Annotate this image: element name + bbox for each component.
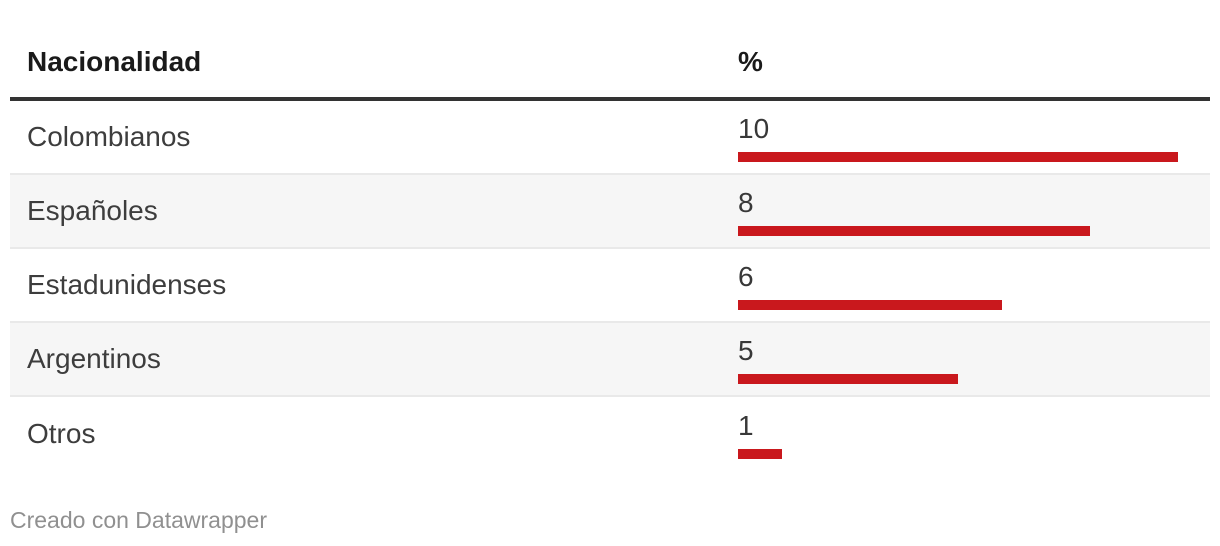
row-value-cell: 10 bbox=[738, 101, 1210, 173]
table-row: Argentinos 5 bbox=[10, 323, 1210, 397]
row-value: 10 bbox=[738, 112, 770, 144]
row-label: Españoles bbox=[27, 195, 158, 226]
row-value-cell: 1 bbox=[738, 397, 1210, 471]
table-row: Colombianos 10 bbox=[10, 101, 1210, 175]
value-bar bbox=[738, 299, 1002, 310]
value-bar bbox=[738, 151, 1178, 162]
table-header-row: Nacionalidad % bbox=[10, 0, 1210, 101]
row-label: Otros bbox=[27, 418, 96, 449]
row-label: Colombianos bbox=[27, 121, 191, 152]
column-header-percent: % bbox=[738, 46, 763, 77]
table-row: Españoles 8 bbox=[10, 175, 1210, 249]
value-bar bbox=[738, 448, 782, 459]
value-bar bbox=[738, 373, 958, 384]
row-value-cell: 5 bbox=[738, 323, 1210, 395]
row-value-cell: 8 bbox=[738, 175, 1210, 247]
row-value: 5 bbox=[738, 334, 754, 366]
value-bar bbox=[738, 225, 1090, 236]
datawrapper-bar-table: Nacionalidad % Colombianos 10 Españoles 8 Es… bbox=[10, 0, 1210, 533]
table-body: Colombianos 10 Españoles 8 Estadunidenses 6 Ar… bbox=[10, 101, 1210, 471]
row-label: Estadunidenses bbox=[27, 269, 227, 300]
table-row: Otros 1 bbox=[10, 397, 1210, 471]
row-value: 1 bbox=[738, 409, 754, 441]
row-value-cell: 6 bbox=[738, 249, 1210, 321]
column-header-nacionalidad: Nacionalidad bbox=[27, 46, 202, 77]
row-label: Argentinos bbox=[27, 343, 161, 374]
row-value: 6 bbox=[738, 260, 754, 292]
table-row: Estadunidenses 6 bbox=[10, 249, 1210, 323]
credit-line: Creado con Datawrapper bbox=[10, 507, 267, 533]
row-value: 8 bbox=[738, 186, 754, 218]
